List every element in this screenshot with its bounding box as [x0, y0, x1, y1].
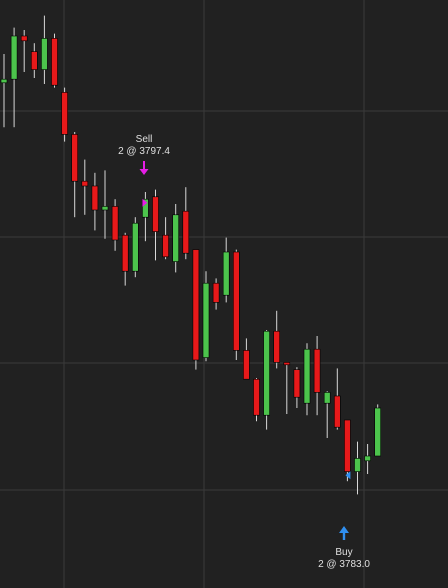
- candle: [202, 271, 210, 362]
- candle: [243, 338, 250, 380]
- candle: [51, 33, 58, 88]
- candle: [71, 132, 78, 218]
- candle-body-down: [283, 362, 291, 366]
- candle: [0, 54, 8, 128]
- candle: [364, 444, 371, 474]
- candle-body-down: [182, 210, 190, 254]
- candle-body-down: [51, 38, 58, 86]
- candle-body-up: [374, 407, 382, 457]
- candle: [132, 217, 139, 278]
- candle-body-up: [101, 206, 109, 211]
- candle-body-down: [253, 378, 260, 416]
- candle: [182, 187, 190, 260]
- candle: [233, 249, 240, 360]
- candle: [142, 192, 149, 242]
- sell-arrow-icon: [139, 161, 149, 175]
- candle: [172, 204, 179, 273]
- candle-body-down: [152, 196, 159, 232]
- candle: [41, 15, 48, 84]
- candle: [61, 87, 68, 142]
- buy-label: Buy: [335, 547, 352, 558]
- candle: [222, 237, 230, 303]
- candle: [283, 362, 291, 414]
- candle-body-up: [172, 214, 179, 262]
- candle: [10, 27, 18, 128]
- candle: [121, 232, 129, 286]
- candle: [253, 378, 260, 422]
- candle: [20, 30, 28, 72]
- candle: [30, 43, 38, 78]
- candle: [263, 330, 270, 430]
- candle: [313, 336, 321, 416]
- candles: [0, 15, 382, 495]
- candle-body-down: [333, 395, 341, 428]
- candle: [303, 343, 311, 416]
- candle: [91, 172, 99, 231]
- candle: [344, 419, 351, 482]
- sell-label: Sell: [136, 134, 153, 145]
- candle-body-up: [0, 78, 8, 84]
- candle-body-down: [293, 369, 301, 398]
- candle-body-down: [273, 330, 281, 363]
- candle: [323, 391, 331, 438]
- candle: [111, 199, 119, 251]
- candle-body-up: [222, 251, 230, 296]
- candle-body-down: [162, 234, 169, 258]
- candle: [152, 189, 159, 261]
- candle: [273, 310, 281, 369]
- sell-detail: 2 @ 3797.4: [118, 146, 170, 157]
- candle: [81, 159, 89, 215]
- candle-body-up: [41, 38, 48, 70]
- candle: [192, 249, 200, 370]
- buy-tick-icon: [345, 471, 351, 480]
- candle-body-up: [10, 35, 18, 80]
- candle: [374, 404, 382, 457]
- candle-body-down: [91, 185, 99, 211]
- candle-body-down: [30, 51, 38, 70]
- buy-arrow-icon: [339, 526, 349, 540]
- buy-detail: 2 @ 3783.0: [318, 559, 370, 570]
- candle-body-down: [81, 180, 89, 187]
- candle-body-down: [192, 249, 200, 361]
- candle-body-down: [313, 348, 321, 393]
- candle-body-down: [233, 251, 240, 351]
- candle-body-up: [303, 348, 311, 404]
- candle-body-down: [212, 282, 220, 303]
- candle: [162, 217, 169, 260]
- candle: [333, 368, 341, 430]
- candle-body-down: [20, 35, 28, 42]
- candle-body-down: [243, 350, 250, 380]
- candle-body-up: [132, 222, 139, 272]
- candle-body-up: [263, 330, 270, 416]
- candle-body-up: [202, 282, 210, 358]
- candle-body-up: [142, 198, 149, 218]
- candle: [293, 367, 301, 408]
- candle-body-down: [61, 92, 68, 135]
- candle-body-down: [344, 419, 351, 472]
- candle: [101, 170, 109, 239]
- candle: [212, 278, 220, 310]
- candle: [354, 441, 361, 495]
- candle-body-down: [71, 134, 78, 182]
- candle-body-down: [121, 234, 129, 272]
- candle-body-up: [354, 458, 361, 472]
- candle-body-down: [111, 206, 119, 241]
- sell-tick-icon: [142, 198, 148, 207]
- candle-body-up: [364, 455, 371, 462]
- trade-annotations: Sell 2 @ 3797.4 Buy 2 @ 3783.0: [118, 134, 370, 570]
- candle-body-up: [323, 392, 331, 404]
